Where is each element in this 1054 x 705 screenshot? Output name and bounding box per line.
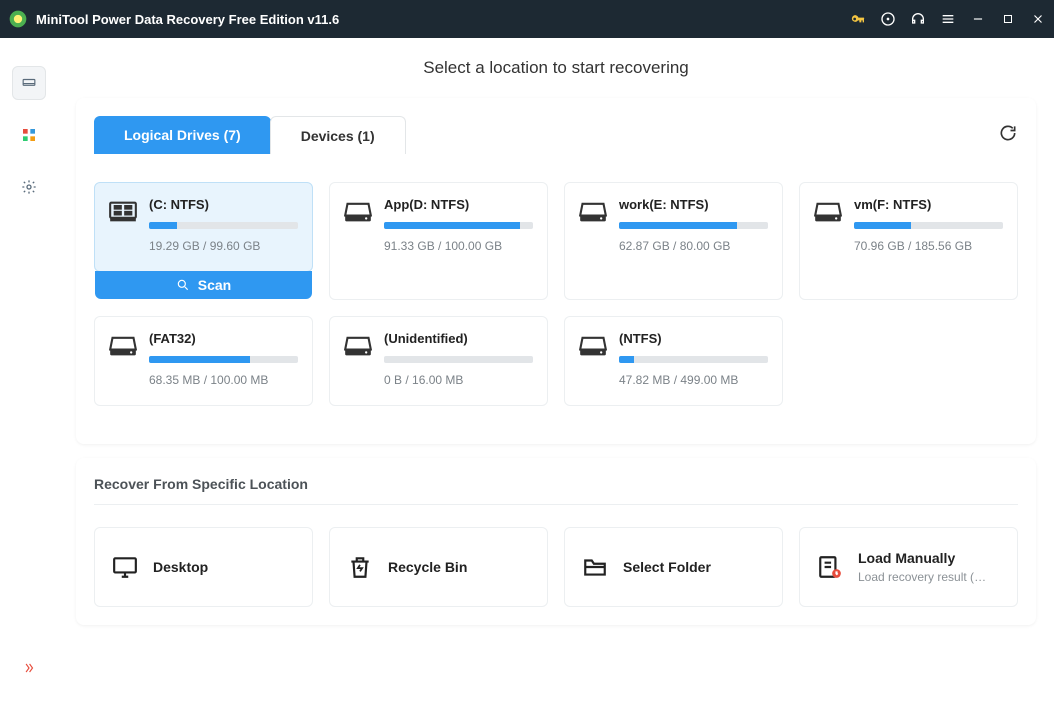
drive-usage-bar <box>619 222 768 229</box>
titlebar: MiniTool Power Data Recovery Free Editio… <box>0 0 1054 38</box>
drive-card[interactable]: (C: NTFS)19.29 GB / 99.60 GBScan <box>94 182 313 272</box>
location-card-folder[interactable]: Select Folder <box>564 527 783 607</box>
drive-icon <box>814 201 842 223</box>
page-heading: Select a location to start recovering <box>76 38 1036 98</box>
drive-icon <box>344 201 372 223</box>
drive-card[interactable]: vm(F: NTFS) 70.96 GB / 185.56 GB <box>799 182 1018 300</box>
location-title: Recycle Bin <box>388 559 467 575</box>
disc-icon[interactable] <box>880 11 896 27</box>
location-title: Load Manually <box>858 550 988 566</box>
app-body: Select a location to start recovering Lo… <box>0 38 1054 705</box>
key-icon[interactable] <box>850 11 866 27</box>
drive-usage-bar <box>854 222 1003 229</box>
close-icon[interactable] <box>1030 11 1046 27</box>
specific-location-section: Recover From Specific Location Desktop Re… <box>76 458 1036 625</box>
drive-usage-bar <box>149 222 298 229</box>
sidebar-item-recovery[interactable] <box>12 66 46 100</box>
sidebar-item-apps[interactable] <box>12 118 46 152</box>
headphones-icon[interactable] <box>910 11 926 27</box>
drive-size-text: 68.35 MB / 100.00 MB <box>149 373 298 387</box>
drive-card[interactable]: (FAT32) 68.35 MB / 100.00 MB <box>94 316 313 406</box>
tabs-row: Logical Drives (7)Devices (1) <box>94 116 1018 154</box>
drive-usage-bar <box>149 356 298 363</box>
drive-label: vm(F: NTFS) <box>854 197 1003 212</box>
drives-section: Logical Drives (7)Devices (1) (C: NTFS) 1… <box>76 98 1036 444</box>
location-title: Desktop <box>153 559 208 575</box>
drive-size-text: 70.96 GB / 185.56 GB <box>854 239 1003 253</box>
drive-size-text: 62.87 GB / 80.00 GB <box>619 239 768 253</box>
drive-card[interactable]: work(E: NTFS) 62.87 GB / 80.00 GB <box>564 182 783 300</box>
drive-size-text: 19.29 GB / 99.60 GB <box>149 239 298 253</box>
grid-icon <box>21 127 37 143</box>
tab-logical-drives[interactable]: Logical Drives (7) <box>94 116 271 154</box>
drive-size-text: 91.33 GB / 100.00 GB <box>384 239 533 253</box>
location-card-desktop[interactable]: Desktop <box>94 527 313 607</box>
chevron-right-icon <box>21 661 37 675</box>
drive-label: (Unidentified) <box>384 331 533 346</box>
search-icon <box>176 278 190 292</box>
location-title: Select Folder <box>623 559 711 575</box>
drive-size-text: 0 B / 16.00 MB <box>384 373 533 387</box>
drive-size-text: 47.82 MB / 499.00 MB <box>619 373 768 387</box>
drive-usage-bar <box>384 222 533 229</box>
refresh-button[interactable] <box>998 123 1018 148</box>
drive-card[interactable]: (NTFS) 47.82 MB / 499.00 MB <box>564 316 783 406</box>
drive-card[interactable]: (Unidentified) 0 B / 16.00 MB <box>329 316 548 406</box>
recycle-icon <box>346 554 374 580</box>
load-icon <box>816 554 844 580</box>
app-logo-icon <box>8 9 28 29</box>
drive-label: (FAT32) <box>149 331 298 346</box>
sidebar-item-expand[interactable] <box>12 651 46 685</box>
drive-usage-bar <box>384 356 533 363</box>
gear-icon <box>21 179 37 195</box>
menu-icon[interactable] <box>940 11 956 27</box>
location-subtitle: Load recovery result (*... <box>858 570 988 584</box>
drive-icon <box>579 201 607 223</box>
window-title: MiniTool Power Data Recovery Free Editio… <box>36 12 850 27</box>
maximize-icon[interactable] <box>1000 11 1016 27</box>
refresh-icon <box>998 123 1018 143</box>
content-area: Select a location to start recovering Lo… <box>58 38 1054 705</box>
minimize-icon[interactable] <box>970 11 986 27</box>
location-card-load[interactable]: Load Manually Load recovery result (*... <box>799 527 1018 607</box>
drive-label: App(D: NTFS) <box>384 197 533 212</box>
specific-location-title: Recover From Specific Location <box>94 476 1018 505</box>
drive-card[interactable]: App(D: NTFS) 91.33 GB / 100.00 GB <box>329 182 548 300</box>
scan-button[interactable]: Scan <box>95 271 312 299</box>
folder-icon <box>581 554 609 580</box>
desktop-icon <box>111 554 139 580</box>
sidebar <box>0 38 58 705</box>
drive-label: work(E: NTFS) <box>619 197 768 212</box>
drive-icon <box>109 201 137 223</box>
tab-devices[interactable]: Devices (1) <box>270 116 406 154</box>
drive-icon <box>579 335 607 357</box>
drive-label: (NTFS) <box>619 331 768 346</box>
drive-icon <box>344 335 372 357</box>
sidebar-item-settings[interactable] <box>12 170 46 204</box>
drive-label: (C: NTFS) <box>149 197 298 212</box>
drive-icon <box>109 335 137 357</box>
drive-usage-bar <box>619 356 768 363</box>
location-card-recycle[interactable]: Recycle Bin <box>329 527 548 607</box>
drive-icon <box>20 76 38 90</box>
